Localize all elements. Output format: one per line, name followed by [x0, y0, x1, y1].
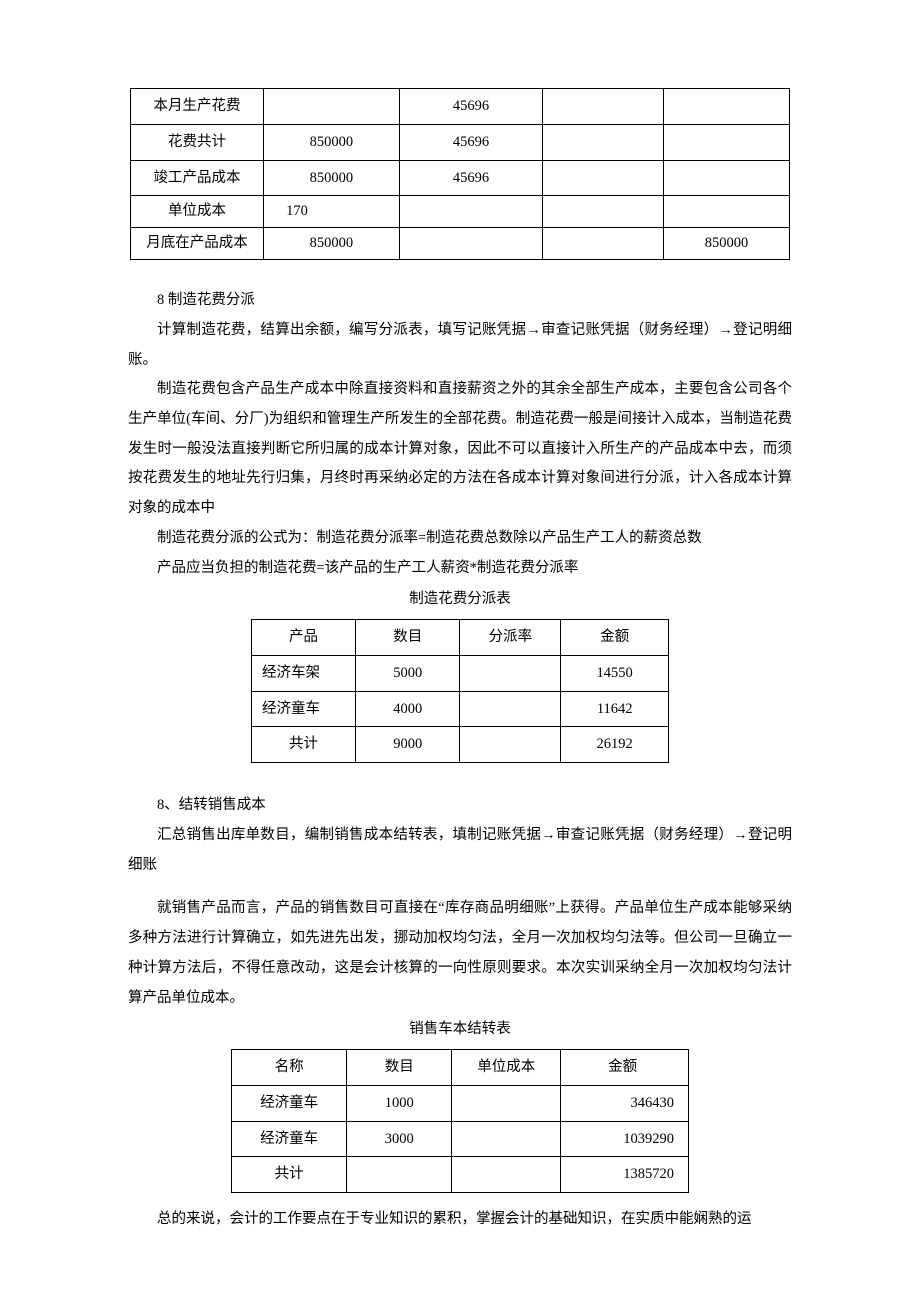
cell: 850000 [264, 160, 400, 196]
table-row: 经济童车 4000 11642 [252, 691, 669, 727]
table-row: 竣工产品成本 850000 45696 [131, 160, 790, 196]
cell [664, 89, 790, 125]
allocation-table: 产品 数目 分派率 金额 经济车架 5000 14550 经济童车 4000 1… [251, 619, 669, 763]
table-row: 共计 1385720 [232, 1157, 689, 1193]
paragraph: 总的来说，会计的工作要点在于专业知识的累积，掌握会计的基础知识，在实质中能娴熟的… [128, 1205, 792, 1235]
cell: 45696 [399, 124, 543, 160]
document-page: 本月生产花费 45696 花费共计 850000 45696 竣工产品成本 85… [0, 0, 920, 1302]
table-header-row: 名称 数目 单位成本 金额 [232, 1049, 689, 1085]
cell [664, 124, 790, 160]
cell [452, 1085, 561, 1121]
table-row: 经济童车 3000 1039290 [232, 1121, 689, 1157]
cell [664, 160, 790, 196]
cell [543, 124, 664, 160]
cell: 9000 [356, 727, 460, 763]
row-label: 本月生产花费 [131, 89, 264, 125]
cell: 170 [264, 196, 400, 228]
table-row: 共计 9000 26192 [252, 727, 669, 763]
column-header: 数目 [347, 1049, 452, 1085]
cell: 45696 [399, 89, 543, 125]
cell [399, 196, 543, 228]
cell: 346430 [561, 1085, 689, 1121]
cell: 4000 [356, 691, 460, 727]
row-label: 花费共计 [131, 124, 264, 160]
table-header-row: 产品 数目 分派率 金额 [252, 619, 669, 655]
sales-cost-table: 名称 数目 单位成本 金额 经济童车 1000 346430 经济童车 3000… [231, 1049, 689, 1193]
cost-table: 本月生产花费 45696 花费共计 850000 45696 竣工产品成本 85… [130, 88, 790, 260]
paragraph: 制造花费分派的公式为：制造花费分派率=制造花费总数除以产品生产工人的薪资总数 [128, 524, 792, 554]
cell [347, 1157, 452, 1193]
cell: 1000 [347, 1085, 452, 1121]
cell: 经济童车 [232, 1121, 347, 1157]
table-row: 月底在产品成本 850000 850000 [131, 228, 790, 260]
cell: 11642 [561, 691, 669, 727]
cell [460, 691, 561, 727]
cell: 26192 [561, 727, 669, 763]
cell: 45696 [399, 160, 543, 196]
cell [264, 89, 400, 125]
row-label: 月底在产品成本 [131, 228, 264, 260]
paragraph: 计算制造花费，结算出余额，编写分派表，填写记账凭据→审查记账凭据（财务经理）→登… [128, 316, 792, 375]
column-header: 金额 [561, 1049, 689, 1085]
cell [664, 196, 790, 228]
cell [460, 727, 561, 763]
section-heading: 8、结转销售成本 [128, 791, 792, 821]
cell: 1385720 [561, 1157, 689, 1193]
cell [452, 1157, 561, 1193]
cell [543, 160, 664, 196]
cell [460, 655, 561, 691]
cell: 14550 [561, 655, 669, 691]
paragraph: 汇总销售出库单数目，编制销售成本结转表，填制记账凭据→审查记账凭据（财务经理）→… [128, 821, 792, 880]
table-row: 本月生产花费 45696 [131, 89, 790, 125]
cell: 850000 [264, 124, 400, 160]
cell: 共计 [232, 1157, 347, 1193]
column-header: 金额 [561, 619, 669, 655]
column-header: 单位成本 [452, 1049, 561, 1085]
cell: 经济车架 [252, 655, 356, 691]
column-header: 数目 [356, 619, 460, 655]
paragraph: 产品应当负担的制造花费=该产品的生产工人薪资*制造花费分派率 [128, 554, 792, 584]
cell [399, 228, 543, 260]
table-title: 制造花费分派表 [128, 585, 792, 615]
column-header: 名称 [232, 1049, 347, 1085]
paragraph: 就销售产品而言，产品的销售数目可直接在“库存商品明细账”上获得。产品单位生产成本… [128, 894, 792, 1013]
table-row: 经济车架 5000 14550 [252, 655, 669, 691]
table-row: 花费共计 850000 45696 [131, 124, 790, 160]
cell [543, 196, 664, 228]
cell [543, 89, 664, 125]
paragraph: 制造花费包含产品生产成本中除直接资料和直接薪资之外的其余全部生产成本，主要包含公… [128, 375, 792, 524]
cell: 3000 [347, 1121, 452, 1157]
cell [452, 1121, 561, 1157]
column-header: 产品 [252, 619, 356, 655]
row-label: 单位成本 [131, 196, 264, 228]
cell: 共计 [252, 727, 356, 763]
table-row: 单位成本 170 [131, 196, 790, 228]
row-label: 竣工产品成本 [131, 160, 264, 196]
column-header: 分派率 [460, 619, 561, 655]
section-heading: 8 制造花费分派 [128, 286, 792, 316]
cell: 经济童车 [232, 1085, 347, 1121]
cell: 850000 [664, 228, 790, 260]
cell: 经济童车 [252, 691, 356, 727]
cell: 5000 [356, 655, 460, 691]
cell: 850000 [264, 228, 400, 260]
table-title: 销售车本结转表 [128, 1015, 792, 1045]
cell: 1039290 [561, 1121, 689, 1157]
table-row: 经济童车 1000 346430 [232, 1085, 689, 1121]
cell [543, 228, 664, 260]
